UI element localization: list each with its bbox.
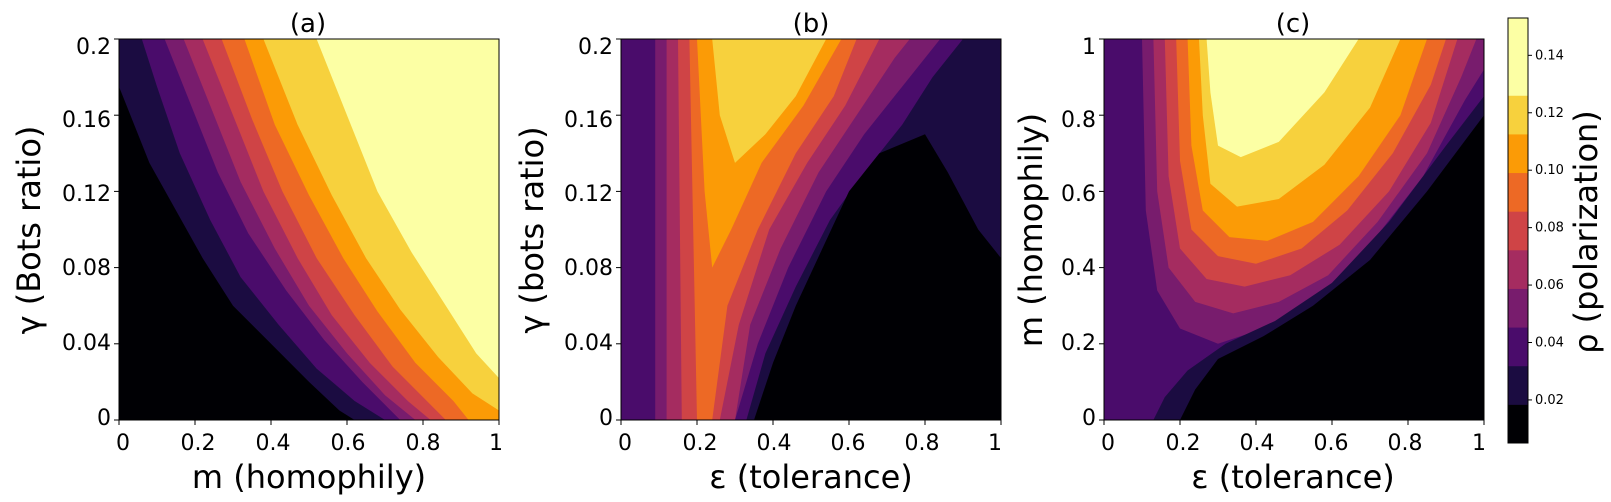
colorbar-band <box>1508 404 1528 444</box>
panel-a-x-ticks: 0 0.2 0.4 0.6 0.8 1 <box>116 431 503 456</box>
panel-b-x-ticks: 0 0.2 0.4 0.6 0.8 1 <box>618 431 1002 456</box>
y-tick-label: 0.08 <box>62 256 111 281</box>
colorbar-tick-label: 0.12 <box>1535 106 1564 121</box>
y-tick-label: 0.2 <box>1061 331 1096 356</box>
y-tick-label: 0 <box>1082 406 1096 431</box>
panel-b-y-axis-label: γ (bots ratio) <box>513 126 551 333</box>
colorbar-band <box>1508 365 1528 405</box>
y-tick-label: 1 <box>1082 35 1096 60</box>
panel-a-x-axis-label: m (homophily) <box>192 458 426 496</box>
x-tick-label: 0.6 <box>1314 431 1349 456</box>
y-tick-label: 0 <box>97 406 111 431</box>
colorbar-band <box>1508 95 1528 135</box>
colorbar-ticks: 0.02 0.04 0.06 0.08 0.10 0.12 0.14 <box>1528 48 1564 408</box>
panel-c-x-axis-label: ε (tolerance) <box>1191 458 1394 496</box>
x-tick-label: 0.4 <box>757 431 792 456</box>
x-tick-label: 0.6 <box>331 431 366 456</box>
colorbar-band <box>1508 327 1528 367</box>
colorbar-tick-label: 0.10 <box>1535 163 1564 178</box>
x-tick-label: 1 <box>489 431 503 456</box>
y-tick-label: 0.12 <box>62 182 111 207</box>
x-tick-label: 0.6 <box>831 431 866 456</box>
colorbar-band <box>1508 133 1528 174</box>
x-tick-label: 0 <box>116 431 130 456</box>
colorbar-label: ρ (polarization) <box>1567 110 1605 354</box>
x-tick-label: 0.2 <box>1166 431 1201 456</box>
x-tick-label: 0.2 <box>181 431 216 456</box>
y-tick-label: 0.2 <box>76 35 111 60</box>
y-tick-label: 0.04 <box>564 331 613 356</box>
x-tick-label: 0.4 <box>256 431 291 456</box>
colorbar-tick-label: 0.14 <box>1535 48 1564 63</box>
colorbar-band <box>1508 56 1528 96</box>
x-tick-label: 1 <box>1472 431 1486 456</box>
colorbar: 0.02 0.04 0.06 0.08 0.10 0.12 0.14 ρ (polariza… <box>1507 17 1605 444</box>
y-tick-label: 0.16 <box>564 108 613 133</box>
panel-c-title: (c) <box>1276 9 1311 39</box>
colorbar-frame <box>1507 17 1529 444</box>
colorbar-band <box>1508 249 1528 289</box>
colorbar-band <box>1508 18 1528 58</box>
panel-a-y-ticks: 0 0.04 0.08 0.12 0.16 0.2 <box>62 35 111 431</box>
colorbar-band <box>1508 172 1528 212</box>
heatmap-region <box>1206 39 1359 158</box>
y-tick-label: 0.8 <box>1061 108 1096 133</box>
y-tick-label: 0.12 <box>564 182 613 207</box>
panel-c-frame <box>1103 38 1485 421</box>
y-tick-label: 0.2 <box>578 35 613 60</box>
panel-c-x-ticks: 0 0.2 0.4 0.6 0.8 1 <box>1101 431 1486 456</box>
heatmap-region <box>1180 115 1484 420</box>
y-tick-label: 0.4 <box>1061 256 1096 281</box>
panel-a: (a) 0 0.2 0.4 0.6 0.8 1 0 0.04 0.08 0.12… <box>10 9 503 496</box>
y-tick-label: 0.6 <box>1061 182 1096 207</box>
x-tick-label: 0.8 <box>1388 431 1423 456</box>
colorbar-band <box>1508 211 1528 251</box>
panel-b: (b) 0 0.2 0.4 0.6 0.8 1 0 0.04 0.08 0.12… <box>513 9 1002 496</box>
panel-a-y-axis-label: γ (Bots ratio) <box>10 126 48 335</box>
colorbar-tick-label: 0.02 <box>1535 393 1564 408</box>
panel-a-frame <box>118 38 500 421</box>
y-tick-label: 0.04 <box>62 331 111 356</box>
y-tick-label: 0.08 <box>564 256 613 281</box>
panel-b-heatmap <box>621 39 1001 420</box>
x-tick-label: 0 <box>1101 431 1115 456</box>
x-tick-label: 1 <box>988 431 1002 456</box>
panel-b-x-axis-label: ε (tolerance) <box>709 458 912 496</box>
panel-a-heatmap <box>119 39 500 420</box>
heatmap-region <box>712 39 827 163</box>
panel-c-y-ticks: 0 0.2 0.4 0.6 0.8 1 <box>1061 35 1096 431</box>
colorbar-bands <box>1508 18 1528 444</box>
colorbar-tick-label: 0.06 <box>1535 278 1564 293</box>
y-tick-label: 0 <box>599 406 613 431</box>
x-tick-label: 0.4 <box>1240 431 1275 456</box>
panel-c: (c) 0 0.2 0.4 0.6 0.8 1 0 0.2 0.4 0.6 0.… <box>1012 9 1486 496</box>
panel-c-y-axis-label: m (homophily) <box>1012 113 1050 347</box>
y-tick-label: 0.16 <box>62 108 111 133</box>
colorbar-band <box>1508 288 1528 328</box>
x-tick-label: 0.8 <box>905 431 940 456</box>
panel-b-title: (b) <box>793 9 830 39</box>
panel-b-y-ticks: 0 0.04 0.08 0.12 0.16 0.2 <box>564 35 613 431</box>
panel-b-frame <box>620 38 1002 421</box>
heatmap-region <box>754 134 1001 420</box>
panel-c-heatmap <box>1104 39 1484 421</box>
panel-a-title: (a) <box>290 9 326 39</box>
x-tick-label: 0 <box>618 431 632 456</box>
x-tick-label: 0.8 <box>406 431 441 456</box>
colorbar-tick-label: 0.04 <box>1535 335 1564 350</box>
heatmap-region <box>316 39 499 379</box>
x-tick-label: 0.2 <box>683 431 718 456</box>
colorbar-tick-label: 0.08 <box>1535 221 1564 236</box>
